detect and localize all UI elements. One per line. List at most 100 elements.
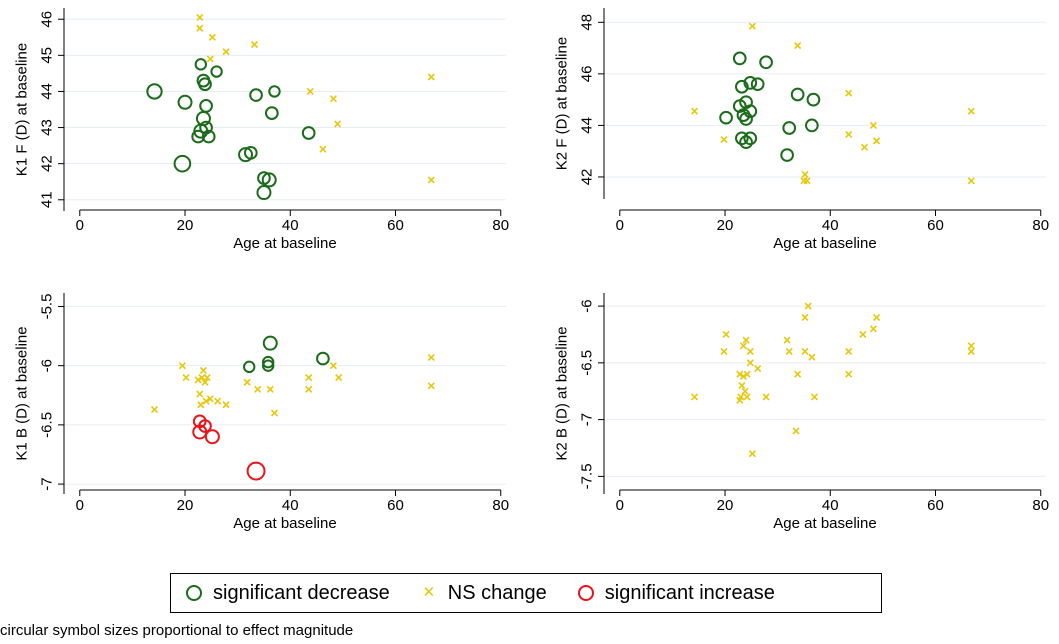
ns-change-marker [254, 385, 262, 393]
ns-change-marker [206, 55, 214, 63]
x-tick-label: 40 [822, 497, 839, 514]
significant-decrease-marker [735, 131, 749, 146]
significant-increase-marker [192, 424, 208, 440]
y-tick-label: 45 [39, 47, 56, 64]
y-tick-label: 41 [39, 191, 56, 208]
chart-panel-4: -7.5 -7 -6.5 -6 0 20 40 60 80 Age at baseline K2 B… [554, 293, 1049, 532]
y-axis-title: K2 B (D) at baseline [554, 326, 571, 460]
ns-change-marker [741, 387, 749, 395]
ns-change-marker [845, 89, 853, 97]
x-tick-label: 20 [717, 497, 734, 514]
significant-decrease-marker [191, 129, 206, 144]
ns-change-marker [738, 381, 746, 390]
ns-change-marker [845, 130, 853, 138]
x-tick-label: 0 [76, 217, 84, 234]
y-tick-label: -6 [39, 359, 56, 372]
y-tick-label: 46 [579, 66, 596, 83]
ns-change-marker [182, 373, 190, 382]
ns-change-marker [869, 121, 877, 129]
significant-decrease-marker [201, 129, 216, 144]
ns-change-marker [334, 120, 342, 128]
x-tick-label: 60 [927, 217, 944, 234]
ns-change-marker [794, 370, 802, 378]
ns-change-marker [967, 107, 975, 115]
significant-decrease-marker [261, 355, 275, 369]
significant-decrease-marker [790, 87, 805, 102]
ns-change-marker [196, 24, 204, 32]
x-tick-label: 80 [1032, 497, 1049, 514]
significant-decrease-marker [806, 92, 821, 107]
ns-change-marker [967, 347, 975, 356]
ns-change-marker [967, 342, 975, 350]
ns-change-marker [329, 95, 337, 103]
ns-change-marker [748, 450, 756, 458]
significant-decrease-marker [739, 135, 753, 150]
ns-change-marker [222, 48, 230, 56]
x-tick-label: 80 [492, 497, 509, 514]
x-tick-label: 40 [282, 497, 299, 514]
significant-decrease-marker [238, 147, 254, 163]
ns-change-marker [196, 13, 204, 21]
y-tick-label: -6 [579, 299, 596, 312]
x-tick-label: 20 [717, 217, 734, 234]
y-tick-label: -7 [579, 413, 596, 426]
y-tick-label: 48 [579, 14, 596, 31]
x-tick-label: 0 [616, 497, 624, 514]
significant-decrease-marker [732, 51, 747, 66]
ns-change-marker [743, 370, 751, 378]
ns-change-marker [967, 177, 975, 185]
ns-change-marker [736, 396, 744, 404]
significant-decrease-marker [256, 185, 272, 201]
ns-change-marker [810, 393, 819, 401]
ns-change-marker [208, 33, 216, 41]
legend-item-ns: ✕ NS change [418, 581, 547, 605]
ns-change-marker [794, 41, 802, 50]
y-axis-title: K1 F (D) at baseline [14, 43, 31, 176]
significant-decrease-marker [804, 118, 819, 133]
x-tick-label: 60 [387, 217, 404, 234]
ns-change-marker [270, 409, 279, 417]
significant-decrease-marker [264, 106, 279, 120]
ns-change-marker [202, 397, 210, 405]
x-axis-title: Age at baseline [233, 515, 336, 532]
significant-decrease-marker [173, 154, 192, 173]
significant-increase-marker [204, 429, 220, 445]
legend: significant decrease ✕ NS change signifi… [170, 573, 882, 613]
legend-label-ns: NS change [447, 581, 547, 604]
significant-decrease-marker [782, 121, 797, 135]
ns-change-marker [427, 73, 435, 81]
significant-decrease-marker [719, 110, 733, 125]
y-tick-label: -7.5 [579, 463, 596, 489]
ns-change-marker [736, 370, 744, 378]
x-tick-label: 20 [177, 217, 194, 234]
x-tick-label: 0 [616, 217, 624, 234]
x-tick-label: 60 [387, 497, 404, 514]
y-tick-label: 43 [39, 119, 56, 136]
ns-change-marker [266, 385, 274, 393]
ns-change-marker [746, 359, 754, 367]
ns-change-marker [198, 373, 206, 382]
significant-decrease-marker [759, 55, 773, 70]
significant-decrease-marker [743, 76, 758, 90]
significant-decrease-marker [177, 94, 193, 110]
ns-change-marker [801, 347, 809, 356]
legend-label-increase: significant increase [604, 581, 775, 604]
ns-change-marker [197, 401, 205, 409]
y-tick-label: -7 [39, 477, 56, 490]
significant-decrease-marker [316, 351, 330, 366]
ns-change-marker [869, 325, 877, 333]
y-tick-label: 46 [39, 11, 56, 28]
x-tick-label: 0 [76, 497, 84, 514]
ns-change-marker [845, 370, 853, 378]
chart-panel-1: 41 42 43 44 45 46 0 20 40 60 80 Age at baseline K1 F… [14, 8, 509, 252]
x-tick-label: 40 [822, 217, 839, 234]
ns-change-marker [873, 137, 881, 145]
ns-change-marker [800, 177, 808, 185]
ns-change-marker [720, 347, 728, 356]
ns-change-marker [873, 313, 881, 322]
ns-change-marker [690, 107, 699, 115]
ns-change-marker [427, 353, 435, 361]
significant-decrease-marker [146, 83, 163, 100]
significant-decrease-marker [210, 65, 223, 78]
y-tick-label: 42 [39, 155, 56, 172]
